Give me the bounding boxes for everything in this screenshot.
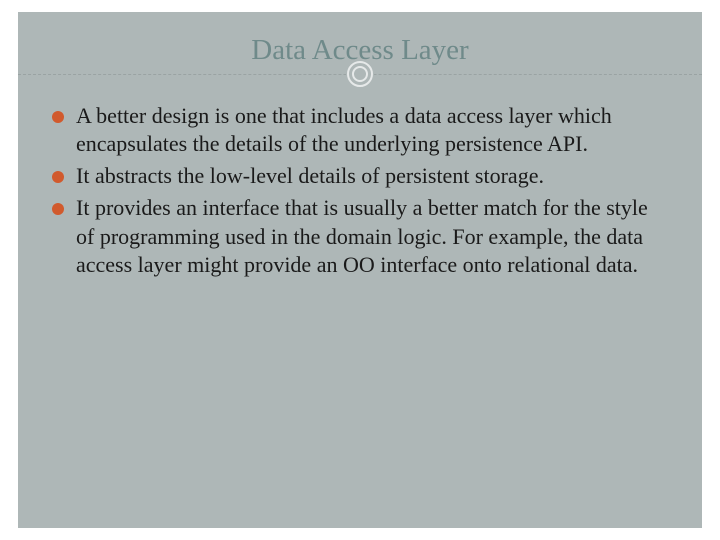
bullet-item: A better design is one that includes a d…: [50, 102, 670, 158]
bullet-icon: [52, 111, 64, 123]
bullet-text: It abstracts the low-level details of pe…: [76, 162, 670, 190]
slide-content: A better design is one that includes a d…: [50, 102, 670, 283]
bullet-icon: [52, 203, 64, 215]
bullet-item: It provides an interface that is usually…: [50, 194, 670, 278]
slide: Data Access Layer A better design is one…: [18, 12, 702, 528]
bullet-item: It abstracts the low-level details of pe…: [50, 162, 670, 190]
circle-decoration: [346, 60, 374, 88]
bullet-text: It provides an interface that is usually…: [76, 194, 670, 278]
bullet-icon: [52, 171, 64, 183]
bullet-text: A better design is one that includes a d…: [76, 102, 670, 158]
